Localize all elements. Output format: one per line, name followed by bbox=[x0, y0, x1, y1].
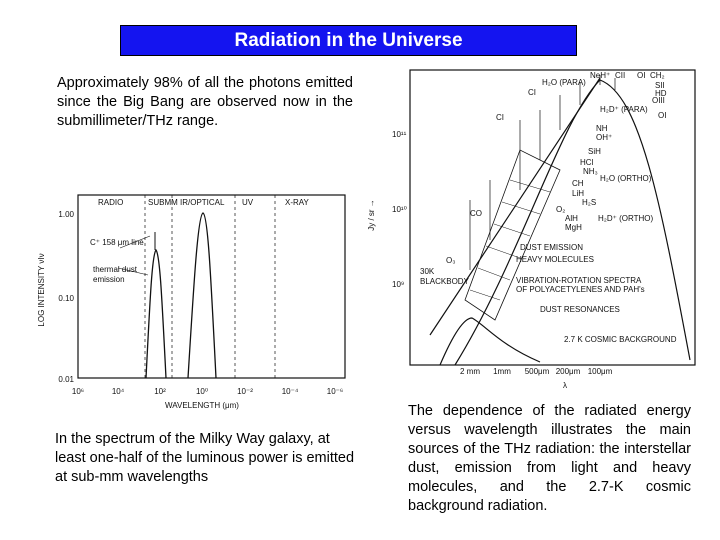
figure-label: OI bbox=[637, 71, 645, 80]
figure-label: NH bbox=[596, 124, 608, 133]
hatching bbox=[469, 179, 551, 301]
annotation: emission bbox=[93, 275, 125, 284]
x-tick-label: 10⁻⁶ bbox=[327, 387, 343, 396]
dust-region bbox=[464, 149, 561, 321]
pointer bbox=[117, 267, 149, 276]
figure-label: CII bbox=[615, 71, 625, 80]
band-label: X-RAY bbox=[285, 198, 310, 207]
figure-label: H₂O (ORTHO) bbox=[600, 174, 652, 183]
figure-label: VIBRATION-ROTATION SPECTRA bbox=[516, 276, 642, 285]
x-tick-label: 200μm bbox=[556, 367, 581, 376]
x-tick-label: 500μm bbox=[525, 367, 550, 376]
figure-label: SII bbox=[655, 81, 665, 90]
figure-label: HEAVY MOLECULES bbox=[516, 255, 594, 264]
title: Radiation in the Universe bbox=[120, 25, 577, 56]
cmb-curve bbox=[439, 317, 541, 366]
y-axis-label: LOG INTENSITY νIν bbox=[37, 253, 46, 326]
band-label: UV bbox=[242, 198, 254, 207]
figure-label: NH₃ bbox=[583, 167, 598, 176]
x-tick-label: 1mm bbox=[493, 367, 511, 376]
paragraph: The dependence of the radiated energy ve… bbox=[408, 403, 691, 514]
paragraph: Approximately 98% of all the photons emi… bbox=[57, 75, 353, 129]
band-label: IR/OPTICAL bbox=[180, 198, 225, 207]
annotation: thermal dust bbox=[93, 265, 138, 274]
figure-label: CO bbox=[470, 209, 482, 218]
annotation: C⁺ 158 μm line bbox=[90, 238, 144, 247]
paragraph: In the spectrum of the Milky Way galaxy,… bbox=[55, 431, 355, 485]
frame bbox=[409, 69, 696, 366]
figure-label: OI bbox=[658, 111, 666, 120]
figure-label: DUST RESONANCES bbox=[540, 305, 620, 314]
y-tick-label: 0.10 bbox=[58, 294, 74, 303]
figure-label: O₃ bbox=[446, 256, 455, 265]
figure-label: AlH bbox=[565, 214, 578, 223]
stellar-curve bbox=[187, 212, 217, 379]
figure-label: O₂ bbox=[556, 205, 565, 214]
y-tick-label: 10¹¹ bbox=[392, 130, 407, 139]
figure-label: CI bbox=[528, 88, 536, 97]
figure-label: H₂O (PARA) bbox=[542, 78, 586, 87]
figure-label: H₂D⁺ (PARA) bbox=[600, 105, 648, 114]
x-tick-label: 10⁻⁴ bbox=[282, 387, 299, 396]
x-tick-label: 10⁴ bbox=[112, 387, 125, 396]
y-tick-label: 0.01 bbox=[58, 375, 74, 384]
band-label: RADIO bbox=[98, 198, 123, 207]
frame bbox=[77, 194, 346, 379]
figure-label: OH⁺ bbox=[596, 133, 612, 142]
rising-line bbox=[429, 77, 601, 336]
figure-label: CI bbox=[496, 113, 504, 122]
pointer bbox=[119, 235, 151, 249]
x-tick-label: 100μm bbox=[588, 367, 613, 376]
figure-label: OIII bbox=[652, 96, 665, 105]
figure-label: LiH bbox=[572, 189, 584, 198]
x-tick-label: 2 mm bbox=[460, 367, 480, 376]
figure-label: HCl bbox=[580, 158, 594, 167]
figure-label: HD bbox=[655, 89, 667, 98]
y-tick-label: 10¹⁰ bbox=[392, 205, 407, 214]
spectral-lines bbox=[469, 75, 616, 270]
figure-label: CH₂ bbox=[650, 71, 665, 80]
figure-label: CH bbox=[572, 179, 584, 188]
dust-curve bbox=[145, 248, 167, 379]
x-tick-label: 10² bbox=[154, 387, 166, 396]
y-tick-label: 1.00 bbox=[58, 210, 74, 219]
x-axis-label: λ bbox=[563, 381, 567, 390]
figure-label: MgH bbox=[565, 223, 582, 232]
x-axis-label: WAVELENGTH (μm) bbox=[165, 401, 239, 410]
y-axis-label: Jy / sr → bbox=[367, 199, 376, 231]
y-tick-label: 10⁹ bbox=[392, 280, 404, 289]
x-tick-label: 10⁰ bbox=[196, 387, 208, 396]
figure-label: OF POLYACETYLENES AND PAH's bbox=[516, 285, 645, 294]
figure-label: H₂S bbox=[582, 198, 596, 207]
figure-label: BLACKBODY bbox=[420, 277, 470, 286]
figure-label: SiH bbox=[588, 147, 601, 156]
figure-label: H₂D⁺ (ORTHO) bbox=[598, 214, 654, 223]
x-tick-label: 10⁻² bbox=[237, 387, 253, 396]
right-figure bbox=[409, 69, 696, 366]
left-figure bbox=[77, 194, 346, 379]
figure-label: DUST EMISSION bbox=[520, 243, 583, 252]
figure-label: 2.7 K COSMIC BACKGROUND bbox=[564, 335, 677, 344]
figure-label: NeH⁺ bbox=[590, 71, 610, 80]
figure-label: 30K bbox=[420, 267, 435, 276]
band-label: SUBMM bbox=[148, 198, 178, 207]
x-tick-label: 10⁶ bbox=[72, 387, 84, 396]
